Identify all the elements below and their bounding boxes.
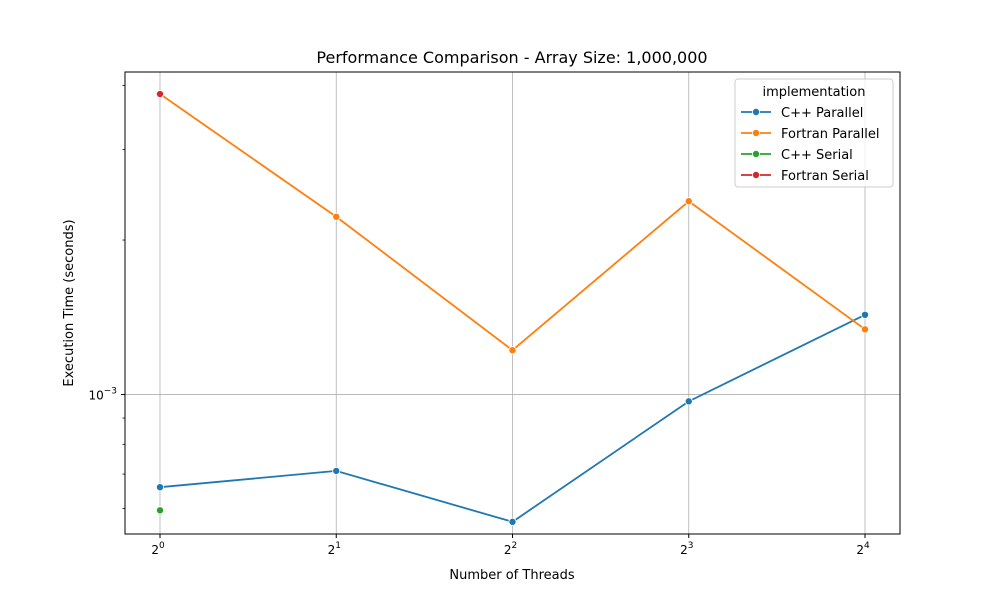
data-point	[155, 90, 164, 99]
x-axis-label: Number of Threads	[449, 568, 574, 583]
legend-marker	[752, 170, 761, 179]
x-tick-label: 22	[504, 541, 517, 557]
data-point	[684, 197, 693, 206]
data-point	[332, 212, 341, 221]
data-point	[861, 325, 870, 334]
series-fortran-serial	[155, 90, 164, 99]
legend: implementation C++ Parallel Fortran Paral…	[734, 78, 894, 188]
data-point	[508, 346, 517, 355]
x-tick-label: 21	[328, 541, 341, 557]
legend-marker	[752, 149, 761, 158]
grid	[125, 72, 900, 534]
x-tick-label: 24	[856, 541, 870, 557]
data-point	[508, 517, 517, 526]
legend-label: Fortran Serial	[781, 169, 869, 184]
series-c-serial	[155, 506, 164, 515]
ticks: 20 21 22 23 24 10−3	[88, 85, 870, 557]
series-c-parallel	[155, 310, 870, 526]
legend-marker	[752, 128, 761, 137]
legend-entries: C++ Parallel Fortran Parallel C++ Serial Fo…	[741, 106, 879, 184]
data-point	[332, 466, 341, 475]
legend-title: implementation	[762, 85, 865, 100]
x-tick-label: 20	[151, 541, 165, 557]
legend-box	[734, 78, 894, 188]
legend-entry: C++ Parallel	[741, 106, 863, 121]
legend-entry: Fortran Serial	[741, 169, 869, 184]
data-point	[684, 397, 693, 406]
data-point	[155, 483, 164, 492]
y-tick-label: 10−3	[88, 387, 117, 403]
legend-entry: C++ Serial	[741, 148, 853, 163]
data-point	[155, 506, 164, 515]
legend-marker	[752, 108, 761, 117]
chart-title: Performance Comparison - Array Size: 1,0…	[316, 48, 707, 67]
series-layer	[155, 90, 870, 526]
legend-label: C++ Parallel	[781, 106, 863, 121]
legend-label: C++ Serial	[781, 148, 853, 163]
legend-label: Fortran Parallel	[781, 127, 879, 142]
legend-entry: Fortran Parallel	[741, 127, 879, 142]
x-tick-label: 23	[680, 541, 693, 557]
y-axis-label: Execution Time (seconds)	[62, 219, 77, 386]
data-point	[861, 310, 870, 319]
